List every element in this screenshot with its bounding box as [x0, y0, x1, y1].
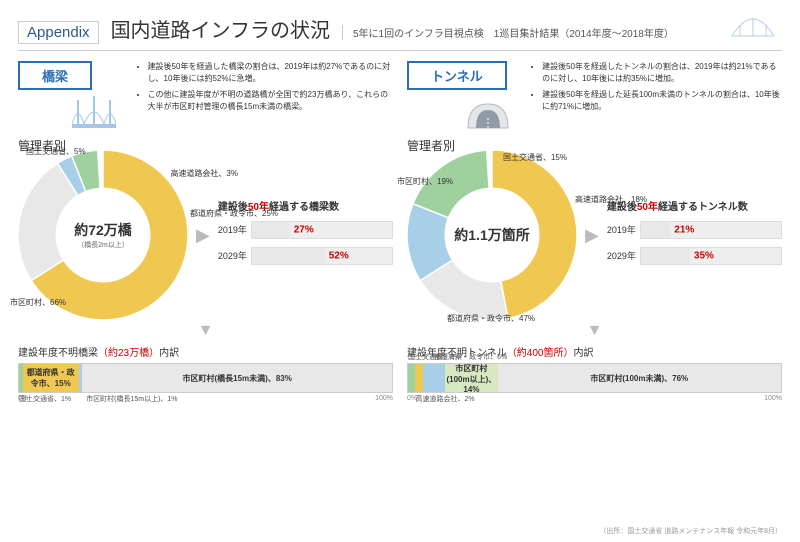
bridges-notes: 建設後50年を経過した橋梁の割合は、2019年は約27%であるのに対し、10年後… [132, 61, 393, 117]
tunnels-tag: トンネル [407, 61, 507, 90]
stack-ext-label: 都道府県・政令市、6% [434, 352, 507, 362]
stack-segment: 市区町村(橋長15m未満)、83% [82, 364, 392, 392]
hbar-row: 2029年 35% [607, 247, 782, 265]
bridges-breakdown-title: 建設年度不明橋梁（約23万橋）内訳 [18, 344, 393, 359]
tunnels-notes: 建設後50年を経過したトンネルの割合は、2019年は約21%であるのに対し、10… [526, 61, 782, 117]
hbar-value: 27% [294, 224, 314, 235]
hbar-track: 21% [640, 221, 782, 239]
hbar-year: 2019年 [607, 223, 636, 236]
stack-segment: 都道府県・政令市、15% [23, 364, 79, 392]
donut-slice-label: 高速道路会社、18% [575, 194, 631, 205]
hbar-track: 52% [251, 247, 393, 265]
stack-segment [408, 364, 415, 392]
donut-slice-label: 都道府県・政令市、25% [190, 208, 246, 219]
stack-axis: 0%100% [18, 395, 393, 402]
tunnels-stacked-bar: 市区町村(100m以上)、14%市区町村(100m未満)、76%国土交通省、2%… [407, 363, 782, 393]
arrow-right-icon: ▶ [585, 225, 599, 246]
hbar-value: 21% [674, 224, 694, 235]
appendix-tag: Appendix [18, 21, 99, 44]
bridges-stacked-bar: 都道府県・政令市、15%市区町村(橋長15m未満)、83%国土交通省、1%市区町… [18, 363, 393, 393]
note-item: 建設後50年を経過した橋梁の割合は、2019年は約27%であるのに対し、10年後… [148, 61, 393, 85]
hbar-track: 27% [251, 221, 393, 239]
page-header: Appendix 国内道路インフラの状況 5年に1回のインフラ目視点検 1巡目集… [18, 14, 782, 51]
tunnels-column: トンネル管理者別建設後50年を経過したトンネルの割合は、2019年は約21%であ… [407, 61, 782, 402]
arrow-right-icon: ▶ [196, 225, 210, 246]
arrow-down-icon: ▼ [407, 322, 782, 340]
bridges-column: 橋梁管理者別建設後50年を経過した橋梁の割合は、2019年は約27%であるのに対… [18, 61, 393, 402]
stack-segment [423, 364, 445, 392]
donut-center-value: 約1.1万箇所 [454, 225, 529, 245]
stack-ext-label: 国土交通省、1% [19, 394, 71, 404]
hbar-year: 2029年 [607, 249, 636, 262]
hbar-row: 2019年 27% [218, 221, 393, 239]
hbar-year: 2029年 [218, 249, 247, 262]
page-title: 国内道路インフラの状況 [111, 14, 330, 43]
donut-center-value: 約72万橋 [74, 220, 132, 240]
note-item: 建設後50年を経過したトンネルの割合は、2019年は約21%であるのに対し、10… [542, 61, 782, 85]
donut-slice-label: 国土交通省、15% [503, 152, 567, 163]
hbar-row: 2019年 21% [607, 221, 782, 239]
bridge-illustration-icon [64, 94, 124, 132]
hbar-value: 52% [329, 250, 349, 261]
donut-slice-label: 市区町村、66% [10, 297, 66, 308]
stack-ext-label: 市区町村(橋長15m以上)、1% [86, 394, 177, 404]
note-item: この他に建設年度が不明の道路橋が全国で約23万橋あり、これらの大半が市区町村管理… [148, 89, 393, 113]
donut-center-note: （橋長2m以上） [74, 240, 132, 250]
bridge-decoration-icon [730, 12, 776, 38]
donut-slice-label: 市区町村、19% [397, 176, 453, 187]
hbar-value: 35% [694, 250, 714, 261]
source-citation: （出所：国土交通省 道路メンテナンス年報 令和元年8月） [599, 526, 782, 536]
bridges-tag: 橋梁 [18, 61, 92, 90]
stack-segment [415, 364, 422, 392]
note-item: 建設後50年を経過した延長100m未満のトンネルの割合は、10年後に約71%に増… [542, 89, 782, 113]
donut-slice-label: 高速道路会社、3% [170, 168, 238, 179]
arrow-down-icon: ▼ [18, 322, 393, 340]
stack-segment: 市区町村(100m以上)、14% [445, 364, 497, 392]
donut-slice-label: 国土交通省、5% [26, 146, 86, 157]
page-subtitle: 5年に1回のインフラ目視点検 1巡目集計結果（2014年度～2018年度） [342, 25, 674, 40]
tunnel-illustration-icon [458, 94, 518, 132]
stack-ext-label: 高速道路会社、2% [415, 394, 474, 404]
hbar-year: 2019年 [218, 223, 247, 236]
stack-segment: 市区町村(100m未満)、76% [498, 364, 781, 392]
hbar-track: 35% [640, 247, 782, 265]
bridges-donut-chart: 約72万橋（橋長2m以上）市区町村、66%都道府県・政令市、25%高速道路会社、… [18, 150, 188, 320]
hbar-row: 2029年 52% [218, 247, 393, 265]
tunnels-donut-chart: 約1.1万箇所都道府県・政令市、47%市区町村、19%国土交通省、15%高速道路… [407, 150, 577, 320]
donut-slice-label: 都道府県・政令市、47% [447, 313, 517, 324]
